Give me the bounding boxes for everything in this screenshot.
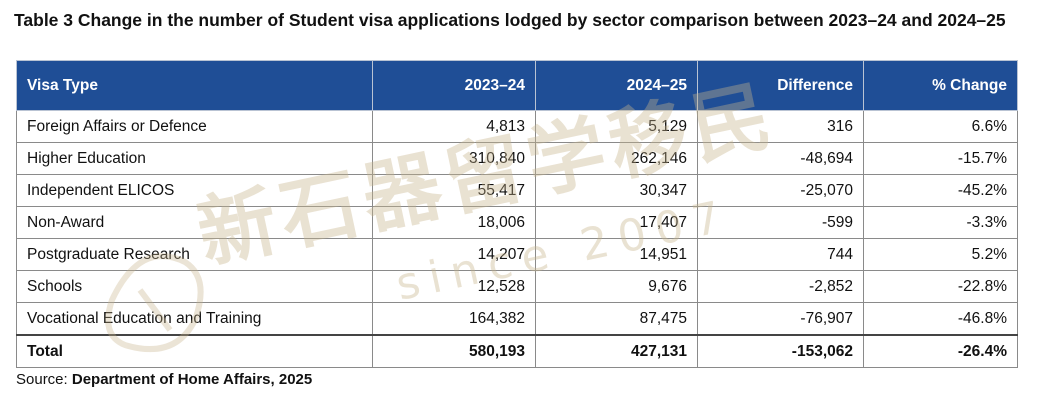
- cell-visa-type: Vocational Education and Training: [16, 302, 373, 336]
- cell-difference: -599: [697, 206, 864, 239]
- table-row: Higher Education 310,840 262,146 -48,694…: [16, 142, 1018, 175]
- cell-2024-25: 9,676: [535, 270, 698, 303]
- cell-2023-24: 14,207: [372, 238, 536, 271]
- total-2024-25: 427,131: [535, 334, 698, 368]
- header-visa-type: Visa Type: [16, 60, 373, 111]
- cell-difference: -76,907: [697, 302, 864, 336]
- cell-percent-change: 5.2%: [863, 238, 1018, 271]
- cell-percent-change: -22.8%: [863, 270, 1018, 303]
- cell-percent-change: -45.2%: [863, 174, 1018, 207]
- cell-2024-25: 87,475: [535, 302, 698, 336]
- cell-percent-change: -3.3%: [863, 206, 1018, 239]
- cell-visa-type: Schools: [16, 270, 373, 303]
- header-percent-change: % Change: [863, 60, 1018, 111]
- cell-2023-24: 18,006: [372, 206, 536, 239]
- cell-difference: -25,070: [697, 174, 864, 207]
- cell-difference: 744: [697, 238, 864, 271]
- table-row: Postgraduate Research 14,207 14,951 744 …: [16, 238, 1018, 271]
- cell-visa-type: Higher Education: [16, 142, 373, 175]
- table-total-row: Total 580,193 427,131 -153,062 -26.4%: [16, 334, 1018, 368]
- cell-2023-24: 55,417: [372, 174, 536, 207]
- source-note: Source: Department of Home Affairs, 2025: [16, 371, 312, 388]
- header-difference: Difference: [697, 60, 864, 111]
- cell-visa-type: Independent ELICOS: [16, 174, 373, 207]
- cell-2023-24: 12,528: [372, 270, 536, 303]
- total-percent-change: -26.4%: [863, 334, 1018, 368]
- table-caption: Table 3 Change in the number of Student …: [14, 10, 1006, 30]
- header-2023-24: 2023–24: [372, 60, 536, 111]
- table-row: Vocational Education and Training 164,38…: [16, 302, 1018, 336]
- cell-2024-25: 262,146: [535, 142, 698, 175]
- table-row: Schools 12,528 9,676 -2,852 -22.8%: [16, 270, 1018, 303]
- cell-difference: 316: [697, 110, 864, 143]
- cell-2024-25: 30,347: [535, 174, 698, 207]
- total-2023-24: 580,193: [372, 334, 536, 368]
- cell-2024-25: 5,129: [535, 110, 698, 143]
- cell-percent-change: -46.8%: [863, 302, 1018, 336]
- total-difference: -153,062: [697, 334, 864, 368]
- cell-visa-type: Non-Award: [16, 206, 373, 239]
- cell-visa-type: Foreign Affairs or Defence: [16, 110, 373, 143]
- cell-2024-25: 14,951: [535, 238, 698, 271]
- source-text: Department of Home Affairs, 2025: [71, 371, 313, 388]
- cell-difference: -48,694: [697, 142, 864, 175]
- table-row: Non-Award 18,006 17,407 -599 -3.3%: [16, 206, 1018, 239]
- visa-applications-table: Visa Type 2023–24 2024–25 Difference % C…: [16, 60, 1018, 368]
- cell-percent-change: -15.7%: [863, 142, 1018, 175]
- cell-percent-change: 6.6%: [863, 110, 1018, 143]
- cell-visa-type: Postgraduate Research: [16, 238, 373, 271]
- cell-difference: -2,852: [697, 270, 864, 303]
- cell-2024-25: 17,407: [535, 206, 698, 239]
- cell-2023-24: 164,382: [372, 302, 536, 336]
- table-row: Independent ELICOS 55,417 30,347 -25,070…: [16, 174, 1018, 207]
- table-header-row: Visa Type 2023–24 2024–25 Difference % C…: [16, 60, 1018, 111]
- header-2024-25: 2024–25: [535, 60, 698, 111]
- total-label: Total: [16, 334, 373, 368]
- source-prefix: Source:: [16, 371, 72, 388]
- table-row: Foreign Affairs or Defence 4,813 5,129 3…: [16, 110, 1018, 143]
- cell-2023-24: 4,813: [372, 110, 536, 143]
- cell-2023-24: 310,840: [372, 142, 536, 175]
